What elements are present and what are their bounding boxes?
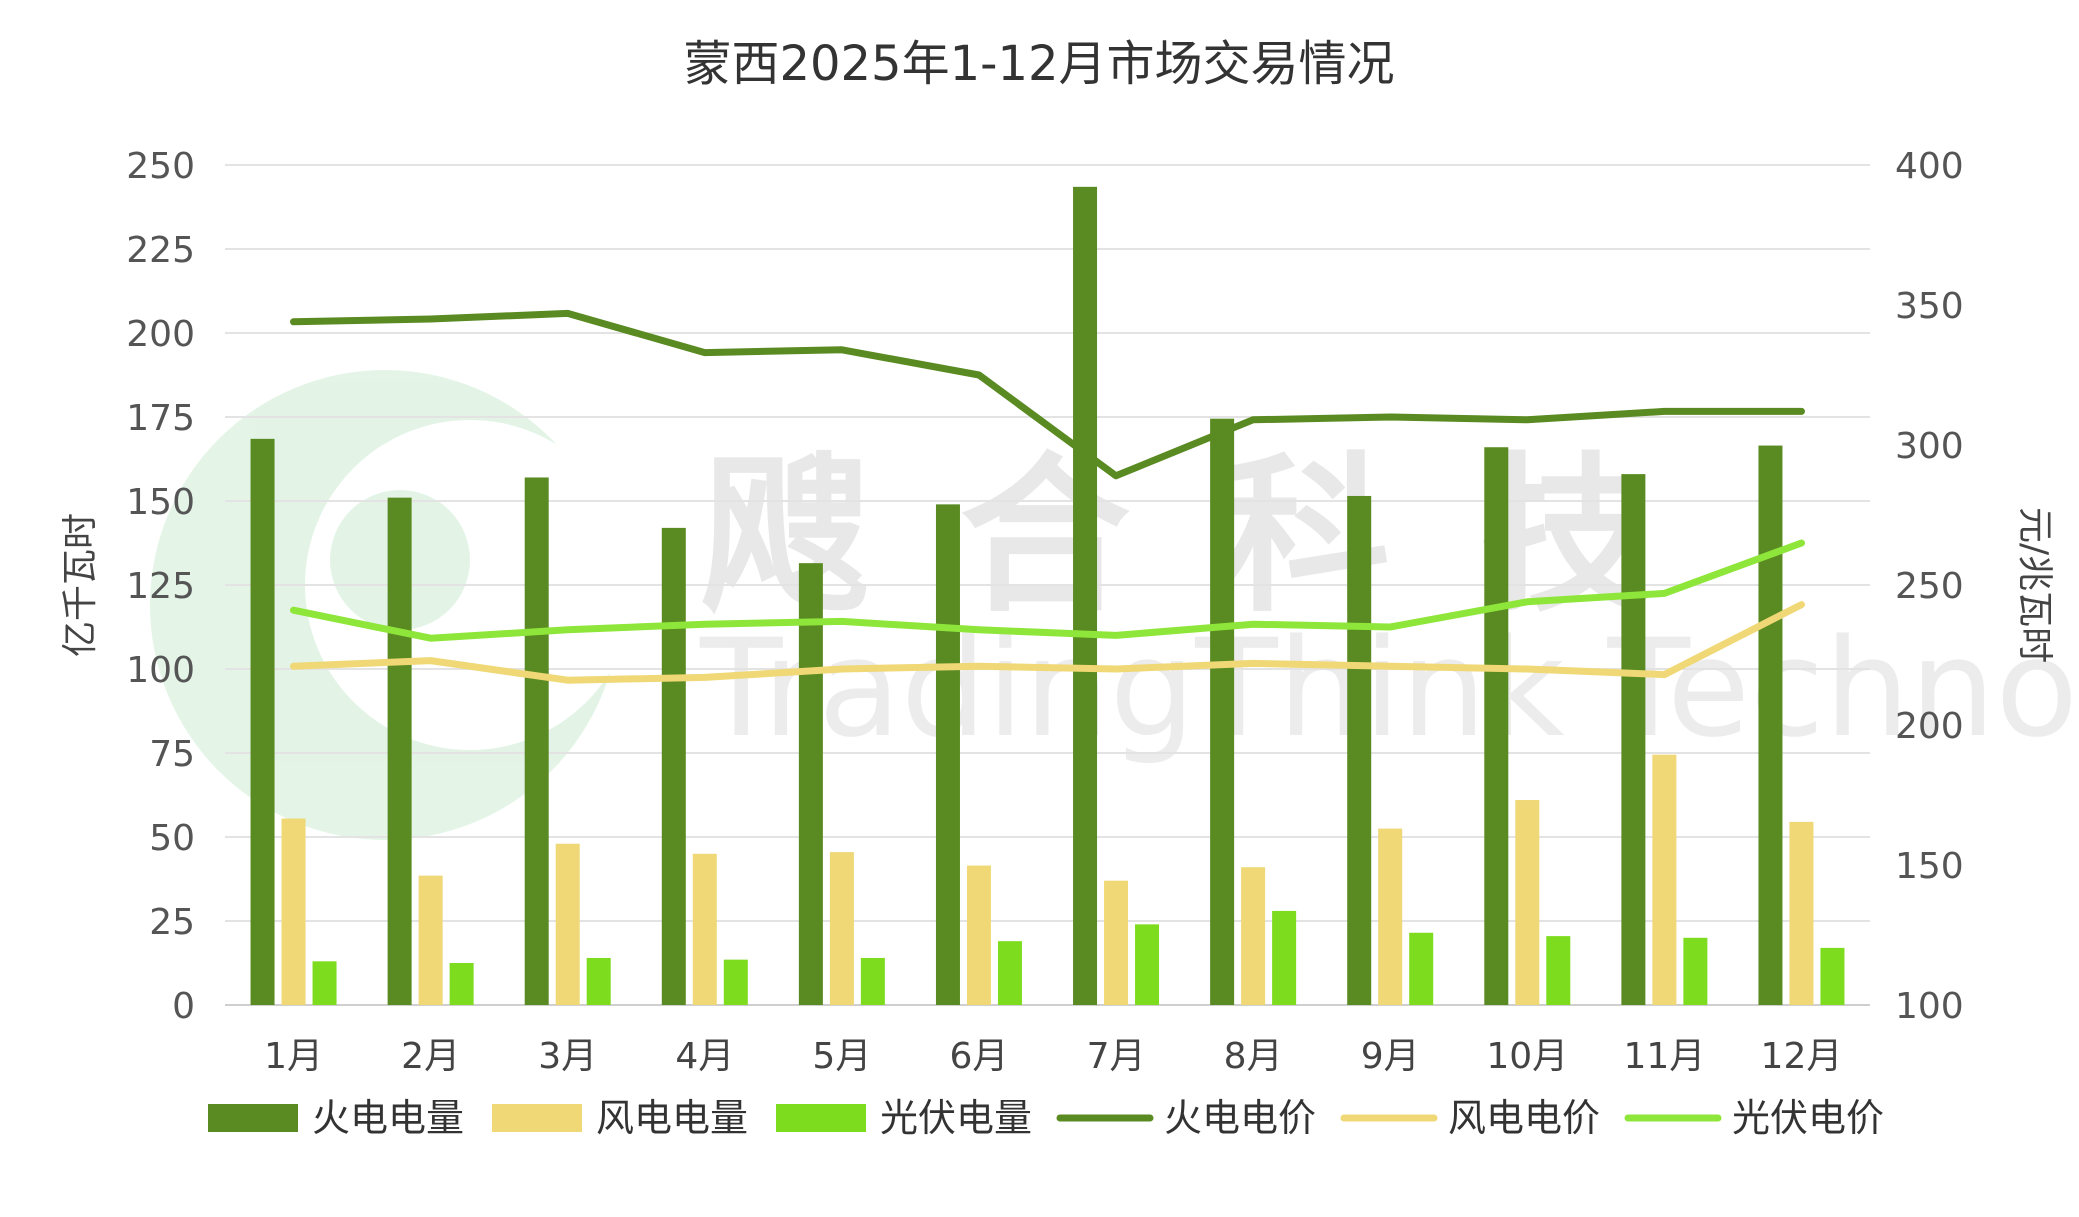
bar-火电电量 xyxy=(1484,447,1509,1005)
y-right-tick-label: 300 xyxy=(1895,426,1964,467)
bar-风电电量 xyxy=(966,865,991,1005)
y-right-tick-label: 200 xyxy=(1895,706,1964,747)
legend-label-风电电量: 风电电量 xyxy=(596,1096,748,1140)
bar-光伏电量 xyxy=(860,957,885,1005)
bar-风电电量 xyxy=(281,818,306,1005)
y-left-tick-label: 0 xyxy=(172,986,195,1027)
legend-label-火电电量: 火电电量 xyxy=(312,1096,464,1140)
x-tick-label: 5月 xyxy=(812,1036,871,1077)
legend-swatch-风电电量 xyxy=(492,1104,582,1132)
bar-光伏电量 xyxy=(1272,910,1297,1005)
bar-火电电量 xyxy=(1210,418,1235,1005)
bar-光伏电量 xyxy=(312,961,337,1005)
bar-光伏电量 xyxy=(449,963,474,1005)
bar-火电电量 xyxy=(1073,186,1098,1006)
legend-label-火电电价: 火电电价 xyxy=(1164,1096,1316,1140)
line-火电电价 xyxy=(290,309,1805,480)
bar-光伏电量 xyxy=(1546,936,1571,1005)
x-tick-label: 10月 xyxy=(1486,1036,1568,1077)
y-right-tick-label: 250 xyxy=(1895,566,1964,607)
bar-光伏电量 xyxy=(1820,947,1845,1005)
bar-风电电量 xyxy=(1378,828,1403,1005)
line-风电电价 xyxy=(290,601,1805,684)
bar-风电电量 xyxy=(555,843,580,1005)
bar-风电电量 xyxy=(418,875,443,1005)
y-left-tick-label: 75 xyxy=(149,734,195,775)
y-left-tick-label: 175 xyxy=(126,398,195,439)
bars-layer xyxy=(250,186,1845,1006)
legend: 火电电量 风电电量 光伏电量 火电电价 风电电价 光伏电价 xyxy=(208,1096,1884,1140)
x-tick-label: 4月 xyxy=(675,1036,734,1077)
x-tick-label: 1月 xyxy=(264,1036,323,1077)
y-axis-left-label: 亿千瓦时 xyxy=(60,513,101,657)
bar-风电电量 xyxy=(1104,880,1129,1005)
y-left-tick-label: 150 xyxy=(126,482,195,523)
line-光伏电价 xyxy=(290,539,1805,642)
x-tick-label: 12月 xyxy=(1761,1036,1843,1077)
legend-swatch-火电电量 xyxy=(208,1104,298,1132)
bar-光伏电量 xyxy=(1135,924,1160,1005)
x-tick-label: 6月 xyxy=(950,1036,1009,1077)
chart-title: 蒙西2025年1-12月市场交易情况 xyxy=(683,36,1394,92)
bar-风电电量 xyxy=(1515,800,1540,1005)
bar-火电电量 xyxy=(1347,495,1372,1005)
bar-火电电量 xyxy=(1758,445,1783,1005)
bar-火电电量 xyxy=(1621,474,1646,1005)
x-tick-label: 3月 xyxy=(538,1036,597,1077)
bar-火电电量 xyxy=(661,527,686,1005)
x-tick-label: 11月 xyxy=(1623,1036,1705,1077)
bar-火电电量 xyxy=(250,438,275,1006)
bar-风电电量 xyxy=(1789,821,1814,1005)
bar-火电电量 xyxy=(387,497,412,1005)
y-left-tick-label: 50 xyxy=(149,818,195,859)
axes-layer: 0 25 50 75 100 125 150 175 200 225 250 100 150 200 250… xyxy=(126,146,1963,1077)
y-left-tick-label: 100 xyxy=(126,650,195,691)
y-left-tick-label: 250 xyxy=(126,146,195,187)
y-right-tick-label: 100 xyxy=(1895,986,1964,1027)
y-right-tick-label: 400 xyxy=(1895,146,1964,187)
bar-光伏电量 xyxy=(1683,937,1708,1005)
bar-火电电量 xyxy=(935,504,960,1005)
y-right-tick-label: 150 xyxy=(1895,846,1964,887)
y-left-tick-label: 225 xyxy=(126,230,195,271)
bar-火电电量 xyxy=(524,477,549,1006)
x-tick-label: 7月 xyxy=(1087,1036,1146,1077)
y-left-tick-label: 25 xyxy=(149,902,195,943)
bar-风电电量 xyxy=(1241,867,1266,1005)
bar-风电电量 xyxy=(829,852,854,1005)
bar-光伏电量 xyxy=(997,941,1022,1005)
bar-光伏电量 xyxy=(723,959,748,1005)
svg-text:TradingThink Technology: TradingThink Technology xyxy=(699,610,2079,767)
y-left-tick-label: 125 xyxy=(126,566,195,607)
y-right-tick-label: 350 xyxy=(1895,286,1964,327)
legend-label-风电电价: 风电电价 xyxy=(1448,1096,1600,1140)
bar-火电电量 xyxy=(798,563,823,1005)
bar-风电电量 xyxy=(692,853,717,1005)
legend-swatch-光伏电量 xyxy=(776,1104,866,1132)
y-axis-right-label: 元/兆瓦时 xyxy=(2014,507,2055,663)
legend-label-光伏电价: 光伏电价 xyxy=(1732,1096,1884,1140)
x-tick-label: 8月 xyxy=(1224,1036,1283,1077)
bar-光伏电量 xyxy=(1409,932,1434,1005)
x-tick-label: 9月 xyxy=(1361,1036,1420,1077)
bar-风电电量 xyxy=(1652,754,1677,1005)
bar-光伏电量 xyxy=(586,957,611,1005)
legend-label-光伏电量: 光伏电量 xyxy=(880,1096,1032,1140)
watermark-logo: 飕合科技 TradingThink Technology xyxy=(150,370,2079,840)
lines-layer xyxy=(290,309,1805,684)
x-tick-label: 2月 xyxy=(401,1036,460,1077)
y-left-tick-label: 200 xyxy=(126,314,195,355)
